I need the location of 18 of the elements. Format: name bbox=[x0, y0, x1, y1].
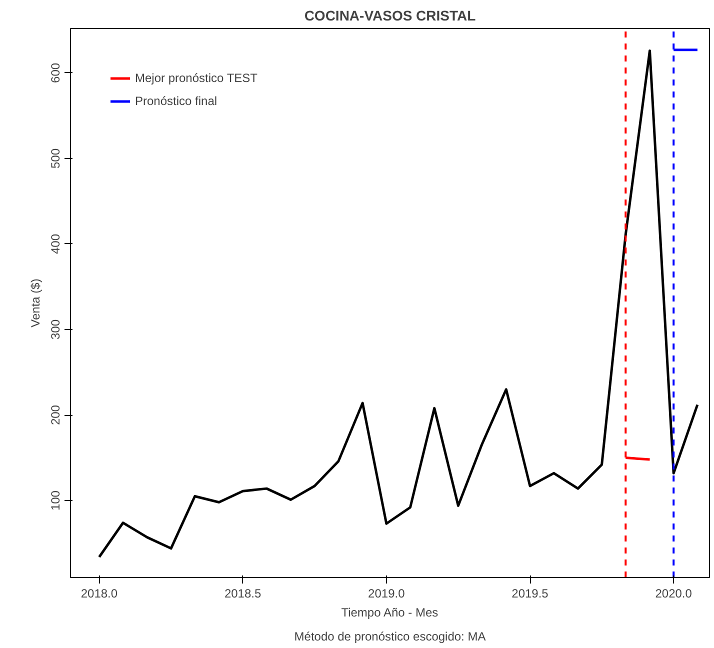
x-tick-label: 2018.5 bbox=[224, 586, 262, 600]
y-tick-label: 400 bbox=[48, 234, 62, 254]
text: Método de pronóstico escogido: MA bbox=[294, 630, 486, 644]
x-axis-title: Tiempo Año - Mes bbox=[341, 606, 438, 620]
y-tick-label: 300 bbox=[48, 319, 62, 340]
legend-label: Pronóstico final bbox=[135, 94, 218, 108]
y-tick-label: 500 bbox=[48, 148, 62, 168]
y-axis-title: Venta ($) bbox=[28, 278, 42, 328]
x-tick-label: 2019.5 bbox=[512, 586, 549, 600]
chart-title: COCINA-VASOS CRISTAL bbox=[304, 8, 476, 24]
line-series bbox=[98, 49, 699, 558]
x-tick-label: 2020.0 bbox=[655, 586, 692, 600]
legend-label: Mejor pronóstico TEST bbox=[135, 71, 258, 85]
y-tick-label: 100 bbox=[48, 490, 62, 511]
y-tick-label: 600 bbox=[48, 62, 62, 83]
x-tick-label: 2019.0 bbox=[368, 586, 406, 600]
x-tick-label: 2018.0 bbox=[80, 586, 118, 600]
y-tick-label: 200 bbox=[48, 404, 62, 426]
